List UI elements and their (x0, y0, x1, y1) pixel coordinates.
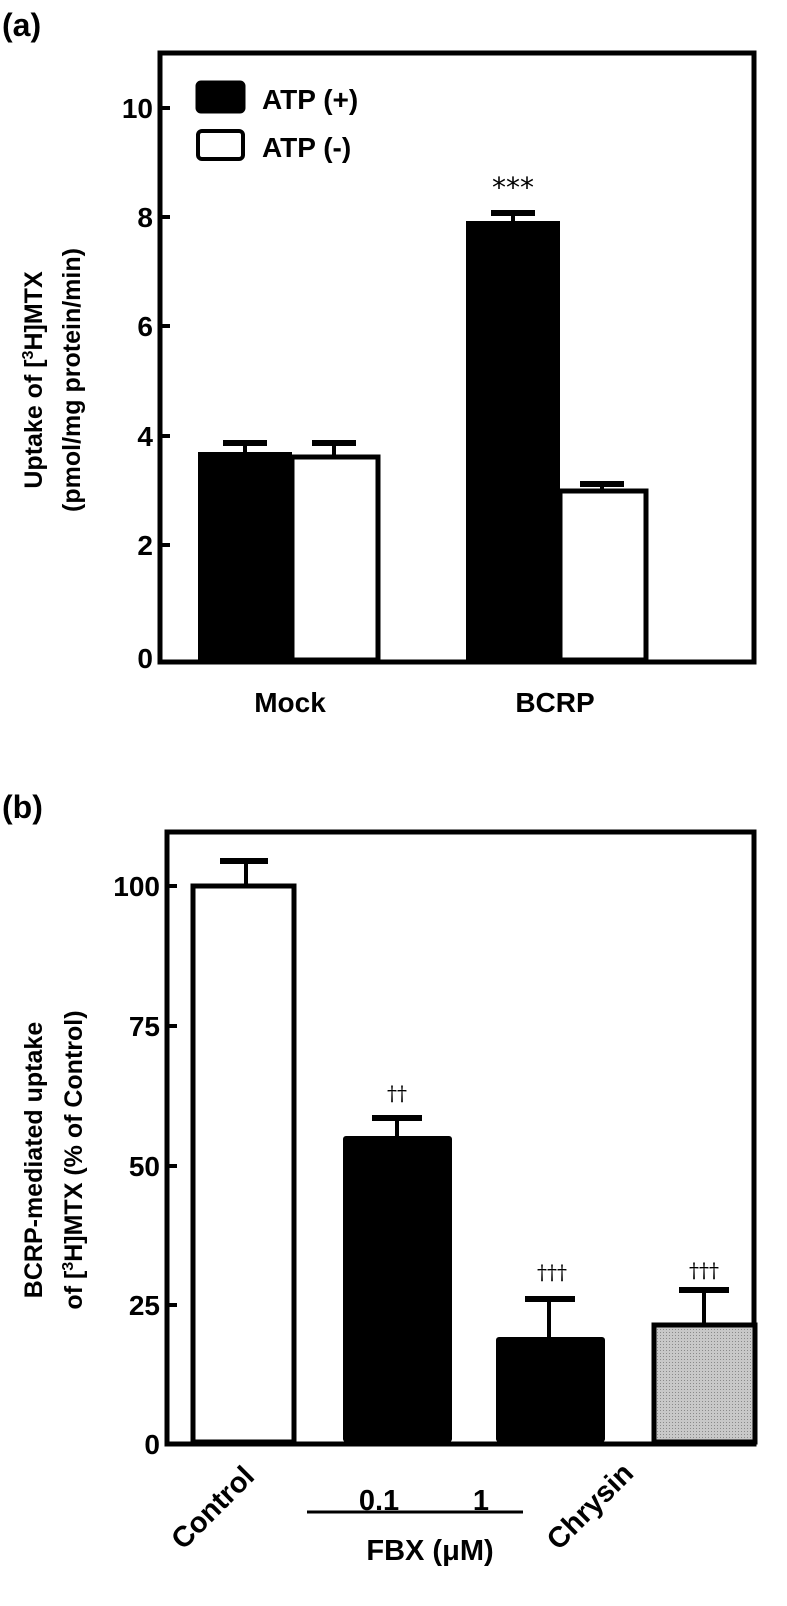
x-tick-labels-b: Control 0.1 1 FBX (μM) Chrysin (165, 1457, 640, 1567)
svg-text:ATP (+): ATP (+) (262, 84, 358, 115)
svg-text:of [3H]MTX (% of Control): of [3H]MTX (% of Control) (60, 1010, 88, 1309)
svg-text:Chrysin: Chrysin (541, 1457, 640, 1556)
y-axis-label-a: Uptake of [3H]MTX (20, 271, 48, 489)
x-tick-labels-a: Mock BCRP (254, 687, 594, 718)
y-axis-a (160, 106, 170, 547)
svg-text:50: 50 (129, 1151, 160, 1182)
svg-text:0: 0 (144, 1429, 160, 1460)
significance-b: †† ††† ††† (387, 1081, 719, 1284)
bar-fbx-0.1 (343, 1136, 452, 1442)
svg-text:10: 10 (122, 93, 153, 124)
legend-a: ATP (+) ATP (-) (195, 80, 358, 163)
svg-text:1: 1 (473, 1485, 489, 1517)
svg-text:†††: ††† (689, 1258, 719, 1282)
legend-swatch-atp-plus (195, 80, 246, 114)
svg-text:(pmol/mg protein/min): (pmol/mg protein/min) (58, 248, 86, 512)
bar-mock-atp-plus (198, 452, 292, 660)
bar-bcrp-atp-plus (466, 221, 560, 660)
svg-text:2: 2 (137, 530, 153, 561)
bars-b (190, 858, 758, 1445)
svg-text:6: 6 (137, 311, 153, 342)
svg-text:Mock: Mock (254, 687, 326, 718)
svg-text:†††: ††† (537, 1260, 567, 1284)
bar-mock-atp-minus (289, 454, 381, 663)
bar-fbx-1 (496, 1337, 605, 1442)
fbx-group-label: FBX (μM) (366, 1535, 493, 1567)
panel-b: (b) 100 75 50 25 0 BCRP-mediated uptake … (2, 789, 758, 1567)
svg-text:BCRP-mediated uptake: BCRP-mediated uptake (20, 1022, 48, 1299)
y-tick-labels-b: 100 75 50 25 0 (113, 871, 160, 1460)
bars-a (198, 210, 649, 663)
legend-swatch-atp-minus (196, 129, 245, 161)
bar-chrysin (651, 1322, 758, 1445)
y-axis-label-b: BCRP-mediated uptake (20, 1022, 48, 1299)
svg-text:BCRP: BCRP (515, 687, 594, 718)
bar-bcrp-atp-minus (557, 488, 649, 663)
svg-text:Control: Control (165, 1460, 261, 1556)
svg-text:Uptake of [3H]MTX: Uptake of [3H]MTX (20, 271, 48, 489)
svg-text:0: 0 (137, 643, 153, 674)
bar-control (190, 883, 297, 1445)
svg-text:100: 100 (113, 871, 160, 902)
svg-text:††: †† (387, 1081, 407, 1105)
y-axis-b (167, 884, 177, 1307)
significance-a: *** (492, 171, 534, 204)
panel-b-label: (b) (2, 789, 43, 825)
svg-text:8: 8 (137, 202, 153, 233)
svg-text:ATP (-): ATP (-) (262, 132, 351, 163)
panel-a-label: (a) (2, 7, 41, 43)
y-tick-labels-a: 10 8 6 4 2 0 (122, 93, 154, 674)
svg-text:25: 25 (129, 1290, 160, 1321)
svg-text:75: 75 (129, 1011, 160, 1042)
panel-a: (a) 10 8 6 4 2 0 Uptake of [3H]MTX (pmol… (2, 7, 757, 718)
svg-text:4: 4 (137, 421, 153, 452)
